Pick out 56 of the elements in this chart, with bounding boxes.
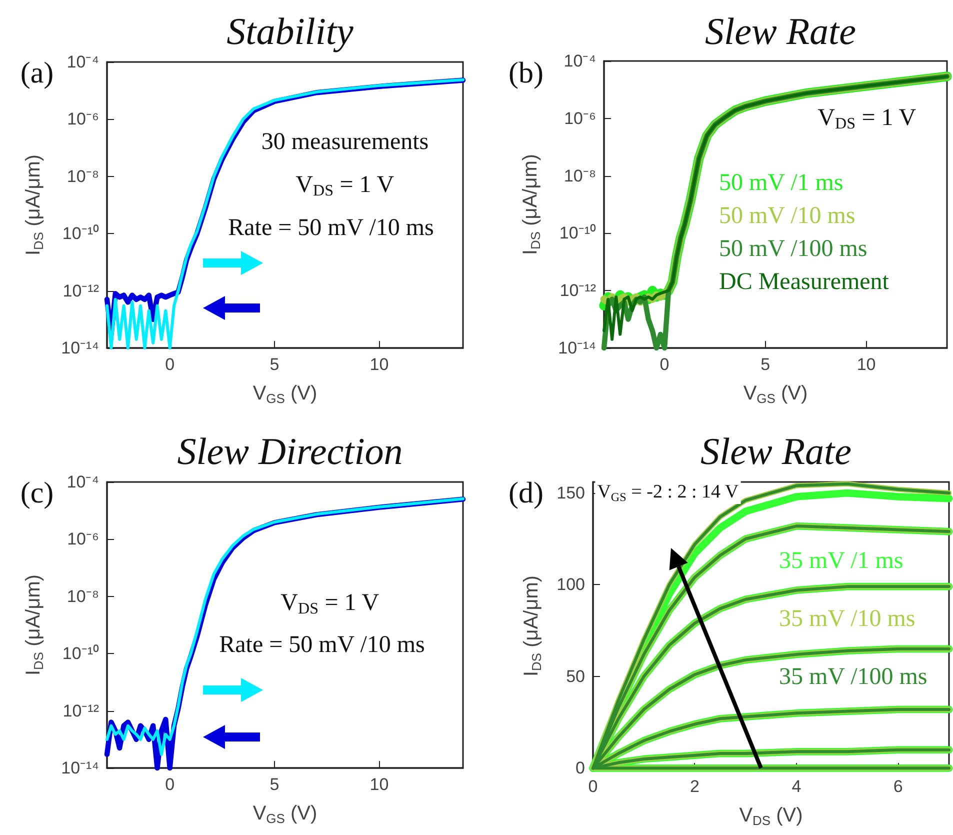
y-tick-label: 10⁻¹⁰ xyxy=(62,224,99,244)
series-label: 50 mV /1 ms xyxy=(719,170,844,196)
y-tick-label: 10⁻⁴ xyxy=(66,52,99,72)
y-tick-label: 10⁻⁴ xyxy=(66,472,99,492)
x-tick-label: 0 xyxy=(165,355,175,374)
x-tick-label: 10 xyxy=(370,355,389,374)
y-axis-title: IDS (μA/μm) xyxy=(520,154,543,256)
y-axis-title: IDS (μA/μm) xyxy=(22,574,46,676)
y-tick-label: 10⁻⁸ xyxy=(66,586,99,606)
y-tick-label: 10⁻⁶ xyxy=(67,530,99,549)
text: 35 mV /10 ms xyxy=(779,606,916,632)
series-label: 50 mV /10 ms xyxy=(719,203,856,229)
y-tick-label: 100 xyxy=(556,575,585,594)
chart-title: Slew Direction xyxy=(177,431,403,473)
y-tick-label: 0 xyxy=(576,758,585,778)
y-tick-label: 10⁻⁸ xyxy=(66,166,99,186)
y-tick-label: 10⁻¹⁴ xyxy=(61,338,99,358)
y-axis-title: IDS (μA/μm) xyxy=(520,575,544,677)
text: (a) xyxy=(20,56,54,90)
y-tick-label: 10⁻¹⁰ xyxy=(559,224,596,243)
series-label: 35 mV /1 ms xyxy=(779,548,904,574)
y-tick-label: 50 xyxy=(566,666,585,686)
y-tick-label: 10⁻⁶ xyxy=(67,110,99,129)
chart-title: Slew Rate xyxy=(705,11,856,53)
chart-title: Slew Rate xyxy=(700,431,852,473)
y-tick-label: 10⁻⁶ xyxy=(564,108,596,128)
x-tick-label: 4 xyxy=(792,777,802,796)
x-tick-label: 0 xyxy=(165,775,175,794)
x-tick-label: 5 xyxy=(270,355,280,374)
text: 35 mV /100 ms xyxy=(779,664,928,690)
x-tick-label: 2 xyxy=(690,777,700,796)
y-tick-label: 10⁻¹² xyxy=(62,281,100,300)
series-label: DC Measurement xyxy=(719,269,890,295)
annotation: Rate = 50 mV /10 ms xyxy=(219,632,425,658)
x-tick-label: 0 xyxy=(660,355,670,374)
y-tick-label: 10⁻¹⁴ xyxy=(61,758,99,778)
text: (d) xyxy=(508,476,544,510)
x-tick-label: 10 xyxy=(370,775,389,794)
y-tick-label: 10⁻¹⁰ xyxy=(62,644,99,664)
chart-title: Stability xyxy=(226,11,354,53)
y-tick-label: 10⁻⁴ xyxy=(564,52,596,70)
text: (b) xyxy=(508,56,544,90)
y-tick-label: 10⁻¹⁴ xyxy=(558,338,596,358)
y-tick-label: 10⁻¹² xyxy=(560,281,596,300)
y-axis-title: IDS (μA/μm) xyxy=(22,154,46,256)
annotation: Rate = 50 mV /10 ms xyxy=(228,215,434,241)
series-label: 50 mV /100 ms xyxy=(719,236,868,262)
text: (c) xyxy=(20,476,54,510)
y-tick-label: 150 xyxy=(556,484,585,503)
x-tick-label: 6 xyxy=(893,777,903,796)
x-tick-label: 5 xyxy=(760,355,770,374)
x-tick-label: 10 xyxy=(856,355,876,374)
x-tick-label: 5 xyxy=(270,775,280,794)
annotation: 30 measurements xyxy=(261,129,429,155)
y-tick-label: 10⁻¹² xyxy=(62,701,100,720)
y-tick-label: 10⁻⁸ xyxy=(564,166,596,186)
